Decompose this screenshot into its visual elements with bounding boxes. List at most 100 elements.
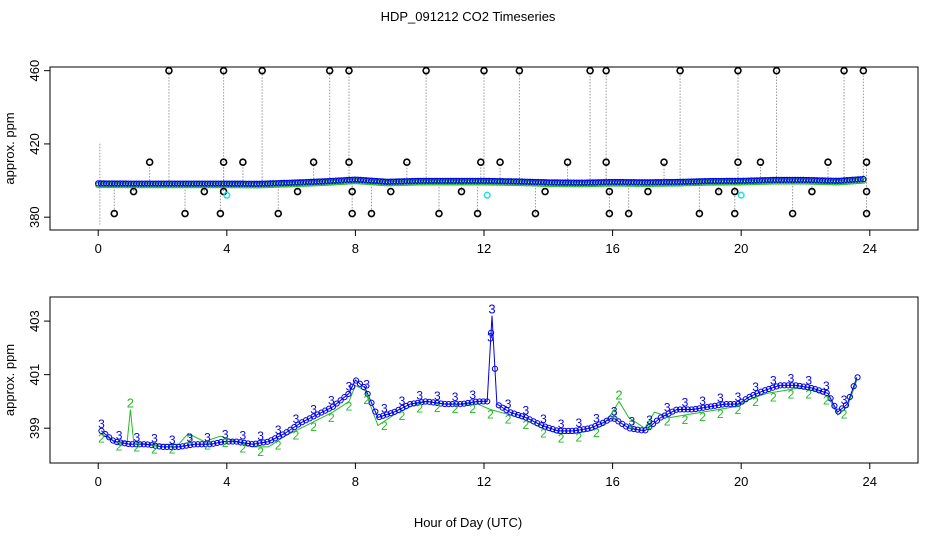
series-3-point xyxy=(553,427,560,434)
series-marker-3: 3 xyxy=(452,390,459,404)
series-3-point xyxy=(835,408,842,415)
series-3-point xyxy=(761,387,769,394)
x-tick-label: 0 xyxy=(95,474,102,489)
outlier-point xyxy=(515,66,524,75)
series-3-point xyxy=(842,402,850,409)
series-3-point xyxy=(684,406,691,413)
series-3-point xyxy=(225,438,232,445)
series-marker-3: 3 xyxy=(788,371,795,385)
series-marker-3: 3 xyxy=(116,428,123,442)
series-marker-3: 3 xyxy=(310,402,317,416)
series-marker-2: 2 xyxy=(469,402,476,416)
series-3-point xyxy=(476,398,483,405)
x-axis-label: Hour of Day (UTC) xyxy=(413,515,523,530)
outlier-point xyxy=(345,158,353,167)
outlier-point xyxy=(457,187,466,196)
series-3-point xyxy=(460,400,468,407)
outlier-point xyxy=(348,209,356,218)
series-3-point xyxy=(715,402,722,409)
series-marker-3: 3 xyxy=(204,430,211,444)
series-3-point xyxy=(433,399,441,407)
series-3-point xyxy=(418,399,425,406)
series-marker-2: 2 xyxy=(752,395,759,409)
outlier-point xyxy=(788,209,797,218)
series-3-point xyxy=(160,443,167,451)
series-3-point xyxy=(190,441,198,448)
series-marker-3: 3 xyxy=(346,379,353,393)
series-3-point xyxy=(144,441,151,448)
cyan-point xyxy=(737,191,745,199)
series-3-point xyxy=(210,440,217,447)
series-marker-3: 3 xyxy=(222,428,229,442)
series-marker-3: 3 xyxy=(328,394,335,408)
series-marker-2: 2 xyxy=(841,407,848,421)
outlier-point xyxy=(129,187,138,196)
series-marker-3: 3 xyxy=(646,413,653,427)
y-axis-label: approx. ppm xyxy=(2,344,17,416)
series-3-point xyxy=(140,441,147,448)
baseline-point-blue xyxy=(860,175,867,183)
series-3-point xyxy=(588,424,595,431)
series-3-point xyxy=(754,390,761,397)
series-3-point xyxy=(136,441,144,448)
series-3-point xyxy=(561,427,568,434)
series-3-point xyxy=(376,413,383,421)
series-3-point xyxy=(337,397,344,404)
outlier-point xyxy=(563,158,572,167)
x-tick-label: 24 xyxy=(863,241,877,256)
outlier-point xyxy=(730,209,739,218)
x-tick-label: 0 xyxy=(95,241,102,256)
series-3-point xyxy=(206,441,213,448)
figure-title: HDP_091212 CO2 Timeseries xyxy=(380,9,556,24)
series-3-point xyxy=(156,443,163,450)
outlier-point xyxy=(531,209,540,218)
series-3-point xyxy=(846,393,853,401)
series-3-point xyxy=(507,409,514,416)
series-3-point xyxy=(750,391,757,399)
series-marker-2: 2 xyxy=(416,402,423,416)
series-marker-2: 2 xyxy=(127,395,134,410)
series-3-point xyxy=(329,403,337,410)
series-marker-3: 3 xyxy=(381,401,388,415)
series-marker-2: 2 xyxy=(558,432,565,446)
series-3-point xyxy=(252,440,259,447)
series-3-point xyxy=(333,400,340,407)
outlier-point xyxy=(293,187,302,196)
x-tick-label: 20 xyxy=(734,474,748,489)
series-3-point xyxy=(649,420,657,428)
series-marker-2: 2 xyxy=(452,402,459,416)
outlier-point xyxy=(862,158,871,167)
series-3-point xyxy=(98,427,105,434)
series-3-point xyxy=(148,442,155,449)
series-3-point xyxy=(765,385,772,393)
series-3-point xyxy=(796,382,803,390)
outlier-point xyxy=(480,66,488,75)
series-3-point xyxy=(626,425,634,432)
x-tick-label: 12 xyxy=(477,474,491,489)
series-marker-2: 2 xyxy=(646,418,653,432)
series-marker-3: 3 xyxy=(717,391,724,405)
series-3-point xyxy=(568,427,576,434)
series-marker-3: 3 xyxy=(735,390,742,404)
series-3-point xyxy=(202,441,209,448)
series-3-point xyxy=(453,400,460,408)
outlier-point xyxy=(258,66,266,75)
series-marker-2: 2 xyxy=(629,418,636,432)
series-marker-2: 2 xyxy=(770,390,777,404)
series-3-point xyxy=(584,425,591,432)
series-marker-3: 3 xyxy=(240,429,247,443)
series-marker-3: 3 xyxy=(293,412,300,426)
series-3-point xyxy=(121,440,128,447)
series-3-point xyxy=(464,399,472,407)
series-marker-2: 2 xyxy=(204,439,211,453)
series-3-point xyxy=(638,427,645,434)
series-3-point xyxy=(256,439,263,447)
outlier-point xyxy=(676,66,684,75)
series-3-point xyxy=(383,411,391,418)
series-3-point xyxy=(430,399,437,406)
series-3-point xyxy=(387,410,394,417)
series-marker-3: 3 xyxy=(841,393,848,407)
outlier-point xyxy=(181,209,189,218)
series-marker-3: 3 xyxy=(151,432,158,446)
